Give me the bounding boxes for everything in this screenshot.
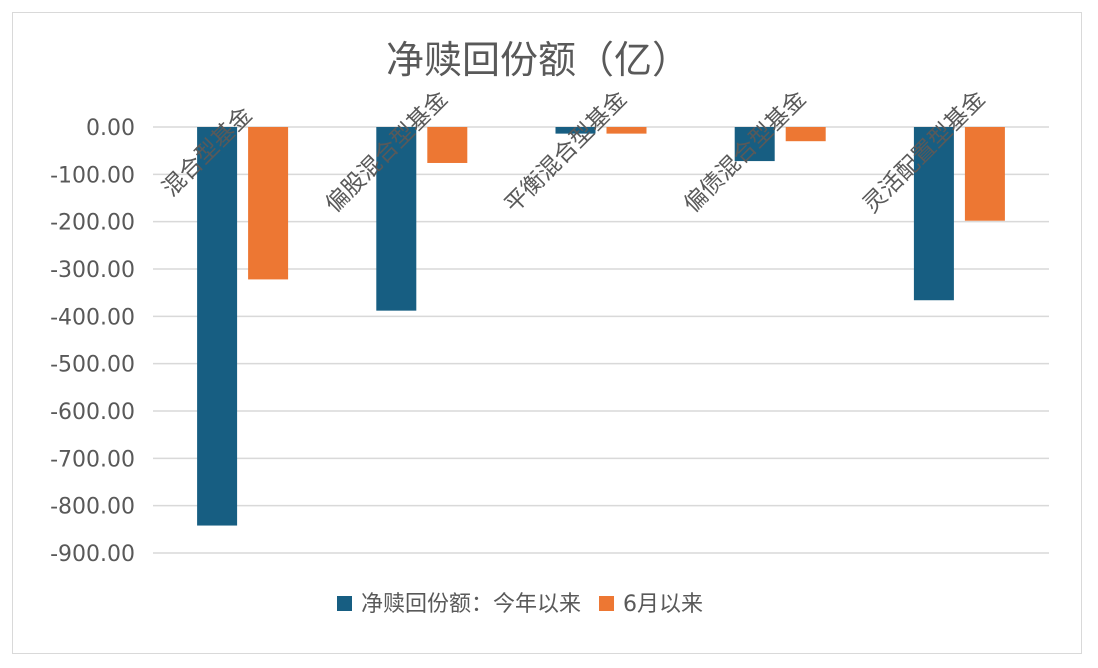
y-tick-label: -600.00 bbox=[50, 400, 135, 425]
y-tick-label: -500.00 bbox=[50, 353, 135, 378]
y-tick-label: 0.00 bbox=[86, 116, 135, 141]
legend-swatch bbox=[337, 596, 352, 611]
bar-june-2 bbox=[427, 127, 468, 163]
bars bbox=[197, 127, 1005, 526]
bar-ytd-4 bbox=[734, 127, 775, 162]
bar-june-1 bbox=[248, 127, 289, 280]
bar-ytd-1 bbox=[197, 127, 238, 526]
chart-title: 净赎回份额（亿） bbox=[386, 38, 690, 82]
bar-chart: 净赎回份额（亿） 0.00 -100.00 -200.00 -300.00 -400.0… bbox=[50, 38, 1049, 617]
y-tick-label: -700.00 bbox=[50, 447, 135, 472]
legend-label: 净赎回份额：今年以来 bbox=[361, 592, 581, 617]
bar-ytd-3 bbox=[555, 127, 596, 134]
y-tick-label: -100.00 bbox=[50, 163, 135, 188]
legend: 净赎回份额：今年以来 6月以来 bbox=[337, 592, 703, 617]
legend-label: 6月以来 bbox=[623, 592, 703, 617]
legend-swatch bbox=[599, 596, 615, 611]
y-tick-label: -800.00 bbox=[50, 495, 135, 520]
bar-june-4 bbox=[785, 127, 826, 142]
y-tick-label: -300.00 bbox=[50, 258, 135, 283]
category-label: 平衡混合型基金 bbox=[500, 86, 632, 218]
gridlines bbox=[153, 126, 1049, 554]
bar-ytd-5 bbox=[913, 127, 954, 301]
bar-ytd-2 bbox=[376, 127, 417, 311]
y-tick-label: -200.00 bbox=[50, 211, 135, 236]
category-label: 偏债混合型基金 bbox=[679, 86, 811, 218]
y-tick-label: -900.00 bbox=[50, 542, 135, 567]
y-axis-ticks: 0.00 -100.00 -200.00 -300.00 -400.00 -500.00 -… bbox=[50, 116, 135, 567]
bar-june-5 bbox=[964, 127, 1005, 221]
y-tick-label: -400.00 bbox=[50, 305, 135, 330]
chart-frame: 净赎回份额（亿） 0.00 -100.00 -200.00 -300.00 -400.0… bbox=[12, 12, 1082, 654]
bar-june-3 bbox=[606, 127, 647, 134]
